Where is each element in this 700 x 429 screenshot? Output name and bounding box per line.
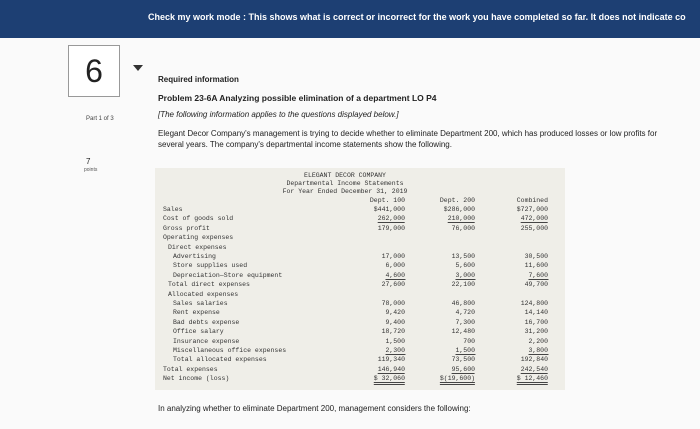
cell-value: 2,200 xyxy=(528,337,548,345)
row-label: Advertising xyxy=(173,253,216,260)
statement-image xyxy=(155,168,565,390)
problem-title: Problem 23-6A Analyzing possible elimina… xyxy=(158,93,437,103)
cell-value: 2,300 xyxy=(385,347,405,355)
cell-value: 5,600 xyxy=(455,262,475,270)
question-number: 6 xyxy=(68,45,120,97)
paragraph: Elegant Decor Company's management is tr… xyxy=(158,129,658,149)
row-label: Depreciation—Store equipment xyxy=(173,271,283,279)
row-label: Allocated expenses xyxy=(168,290,239,298)
banner-text: Check my work mode : This shows what is … xyxy=(148,12,686,22)
cell-value: 11,600 xyxy=(524,262,548,270)
cell-value: 146,940 xyxy=(377,365,405,374)
cell-value: 9,400 xyxy=(385,318,405,326)
cell-value: 192,840 xyxy=(520,356,548,364)
cell-value: 124,800 xyxy=(520,300,548,307)
row-label: Total allocated expenses xyxy=(173,356,267,364)
cell-value: 76,000 xyxy=(451,224,475,232)
row-label: Sales xyxy=(163,206,183,213)
row-label: Net income (loss) xyxy=(163,375,230,383)
cell-value: 3,800 xyxy=(528,347,548,355)
row-label: Direct expenses xyxy=(168,243,227,251)
cell-value: $ 12,460 xyxy=(516,375,548,386)
cell-value: 210,000 xyxy=(447,215,475,224)
row-label: Office salary xyxy=(173,328,224,336)
cell-value: $727,000 xyxy=(516,206,548,213)
cell-value: 14,140 xyxy=(524,309,548,317)
cell-value: 12,480 xyxy=(451,328,475,336)
cell-value: 22,100 xyxy=(451,281,475,289)
cell-value: 16,700 xyxy=(524,318,548,326)
row-label: Store supplies used xyxy=(173,262,248,270)
cell-value: 119,340 xyxy=(377,356,405,364)
cell-value: 7,300 xyxy=(455,318,475,326)
cell-value: 262,000 xyxy=(377,215,405,224)
cell-value: 27,600 xyxy=(381,281,405,289)
cell-value: 49,700 xyxy=(524,281,548,289)
cell-value: 18,720 xyxy=(381,328,405,336)
row-label: Gross profit xyxy=(163,224,210,232)
row-label: Sales salaries xyxy=(173,300,228,307)
column-header: Combined xyxy=(516,197,548,204)
cell-value: 700 xyxy=(463,337,475,345)
cell-value: 179,000 xyxy=(377,224,405,232)
cell-value: 95,600 xyxy=(451,365,475,374)
statement-period: For Year Ended December 31, 2019 xyxy=(282,188,408,195)
cell-value: 73,500 xyxy=(451,356,475,364)
collapse-toggle[interactable] xyxy=(133,65,143,71)
row-label: Total direct expenses xyxy=(168,281,250,289)
cell-value: 1,500 xyxy=(385,337,405,345)
points-value: 7 xyxy=(86,157,91,166)
row-label: Miscellaneous office expenses xyxy=(173,347,287,354)
banner xyxy=(0,0,700,38)
statement-title: Departmental Income Statements xyxy=(286,180,404,187)
cell-value: 78,000 xyxy=(381,300,405,307)
cell-value: 242,540 xyxy=(520,365,548,374)
footer-text: In analyzing whether to eliminate Depart… xyxy=(158,404,471,413)
column-header: Dept. 100 xyxy=(369,197,405,204)
cell-value: 7,600 xyxy=(528,271,548,280)
cell-value: $286,000 xyxy=(443,206,475,213)
cell-value: $(19,600) xyxy=(439,375,475,386)
cell-value: 1,500 xyxy=(455,347,475,355)
cell-value: 30,500 xyxy=(524,253,548,260)
cell-value: $441,000 xyxy=(373,206,405,213)
cell-value: $ 32,060 xyxy=(373,375,405,386)
column-header: Dept. 200 xyxy=(439,197,475,204)
cell-value: 255,000 xyxy=(520,224,548,232)
cell-value: 6,000 xyxy=(385,262,405,270)
row-label: Total expenses xyxy=(163,365,218,373)
cell-value: 3,000 xyxy=(455,271,475,280)
cell-value: 9,420 xyxy=(385,309,405,317)
row-label: Cost of goods sold xyxy=(163,215,234,223)
heading: Required information xyxy=(158,75,239,84)
company-name: ELEGANT DECOR COMPANY xyxy=(304,172,386,179)
cell-value: 31,200 xyxy=(524,328,548,336)
cell-value: 17,000 xyxy=(381,253,405,260)
row-label: Rent expense xyxy=(173,309,220,317)
points-label: points xyxy=(84,167,98,173)
row-label: Insurance expense xyxy=(173,337,240,345)
cell-value: 13,500 xyxy=(451,253,475,260)
cell-value: 4,720 xyxy=(455,309,475,317)
cell-value: 4,600 xyxy=(385,271,405,280)
note: [The following information applies to th… xyxy=(158,110,399,119)
part-label: Part 1 of 3 xyxy=(86,116,114,122)
cell-value: 472,000 xyxy=(520,215,548,224)
cell-value: 46,800 xyxy=(451,300,475,307)
row-label: Bad debts expense xyxy=(173,318,240,326)
row-label: Operating expenses xyxy=(163,234,234,242)
